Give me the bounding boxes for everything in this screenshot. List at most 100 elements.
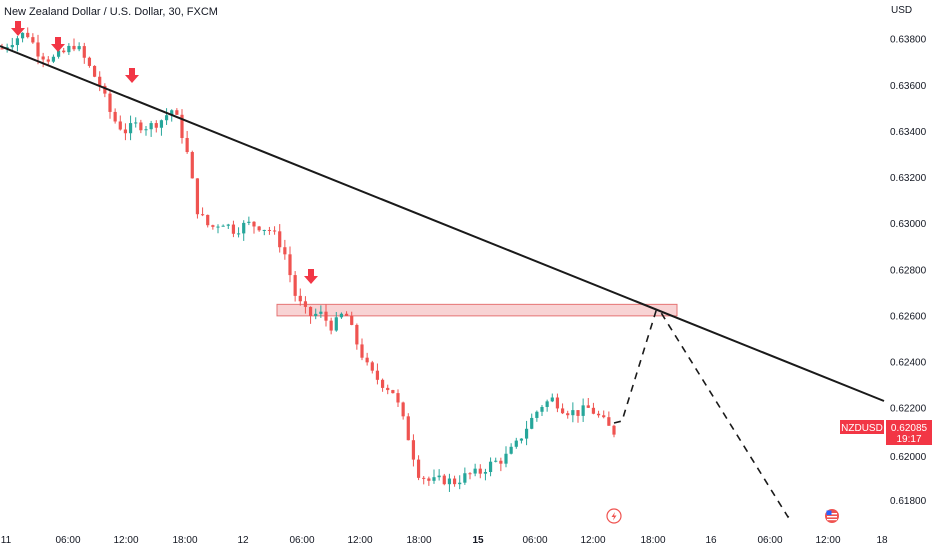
candle-body: [319, 311, 323, 314]
y-tick-label: 0.63000: [890, 219, 927, 230]
price-tag[interactable]: NZDUSD 0.62085 19:17: [840, 420, 932, 445]
candle-body: [566, 413, 570, 416]
candle-body: [103, 85, 107, 94]
candle-body: [118, 121, 122, 130]
candle-body: [380, 379, 385, 388]
chart-title: New Zealand Dollar / U.S. Dollar, 30, FX…: [4, 6, 218, 18]
candle-body: [288, 254, 292, 276]
currency-label: USD: [891, 5, 913, 16]
arrow-down-marker[interactable]: [11, 21, 25, 36]
candle-body: [113, 111, 117, 122]
candle-body: [46, 59, 50, 62]
price-tag-bg: [886, 420, 932, 445]
x-tick-label: 18: [876, 535, 888, 546]
x-tick-label: 06:00: [757, 535, 782, 546]
candle-body: [278, 231, 282, 248]
y-tick-label: 0.61800: [890, 496, 927, 507]
y-tick-label: 0.63800: [890, 35, 927, 46]
resistance-zone[interactable]: [276, 303, 678, 317]
candle-body: [15, 38, 20, 46]
candle-body: [463, 473, 467, 483]
candle-body: [530, 417, 534, 429]
projection-path[interactable]: [613, 310, 792, 519]
candle-body: [231, 224, 236, 234]
lightning-event-icon[interactable]: [606, 508, 622, 524]
candle-body: [252, 221, 256, 227]
candle-body: [216, 226, 220, 228]
candle-body: [67, 45, 71, 53]
candle-body: [334, 317, 338, 331]
arrow-down-marker[interactable]: [125, 68, 139, 83]
candle-body: [370, 362, 374, 371]
candle-body: [134, 122, 138, 124]
candle-body: [98, 76, 102, 86]
y-tick-label: 0.63400: [890, 127, 927, 138]
x-tick-label: 06:00: [522, 535, 547, 546]
candle-body: [576, 410, 580, 416]
candle-body: [180, 114, 184, 138]
candles-layer: [0, 27, 616, 492]
candle-body: [571, 410, 575, 416]
candle-body: [62, 50, 66, 53]
x-tick-label: 18:00: [406, 535, 431, 546]
x-tick-label: 18:00: [172, 535, 197, 546]
arrow-down-marker[interactable]: [51, 37, 65, 52]
last-price-label: 0.62085: [891, 423, 928, 434]
candle-body: [483, 471, 488, 474]
candle-body: [108, 93, 112, 112]
candle-body: [206, 214, 210, 226]
candle-body: [51, 56, 56, 62]
countdown-label: 19:17: [896, 434, 921, 445]
y-tick-label: 0.62200: [890, 404, 927, 415]
candle-body: [591, 407, 596, 414]
candle-body: [452, 478, 457, 485]
candle-body: [82, 46, 86, 58]
candle-body: [344, 313, 349, 316]
candle-body: [257, 226, 261, 231]
x-tick-label: 18:00: [640, 535, 665, 546]
candle-body: [447, 478, 452, 485]
symbol-tag-bg: [840, 420, 884, 434]
trendline-layer: [0, 45, 885, 402]
candle-body: [10, 45, 14, 48]
y-tick-label: 0.62800: [890, 265, 927, 276]
candle-body: [386, 387, 390, 391]
y-axis[interactable]: 0.63800 0.63600 0.63400 0.63200 0.63000 0.628…: [890, 35, 927, 507]
candle-body: [329, 320, 333, 331]
candle-body: [293, 275, 297, 296]
candle-body: [360, 344, 364, 358]
x-tick-label: 06:00: [289, 535, 314, 546]
us-flag-event-icon[interactable]: [825, 509, 839, 523]
candle-body: [41, 56, 45, 60]
projection-layer: [613, 310, 792, 519]
markers-layer: [11, 21, 318, 284]
candle-body: [221, 225, 225, 227]
candle-body: [375, 370, 380, 380]
candle-body: [555, 397, 560, 409]
candle-body: [494, 460, 498, 462]
trendline[interactable]: [0, 45, 885, 402]
candle-body: [31, 37, 35, 43]
candle-body: [272, 230, 277, 232]
y-tick-label: 0.63200: [890, 173, 927, 184]
candle-body: [478, 468, 482, 474]
x-tick-label: 12:00: [580, 535, 605, 546]
candle-body: [0, 48, 4, 50]
x-axis[interactable]: 11 06:00 12:00 18:00 12 06:00 12:00 18:00 15 06:0…: [1, 535, 888, 546]
y-tick-label: 0.62000: [890, 452, 927, 463]
candle-body: [422, 477, 426, 479]
candle-body: [365, 357, 369, 363]
candle-body: [190, 152, 194, 179]
candle-body: [92, 65, 97, 77]
arrow-down-marker[interactable]: [304, 269, 318, 284]
candle-body: [488, 461, 493, 472]
events-layer[interactable]: [606, 508, 839, 524]
x-tick-label: 12:00: [815, 535, 840, 546]
candle-body: [540, 406, 544, 412]
candle-body: [545, 401, 549, 407]
candle-body: [612, 425, 616, 435]
candle-body: [175, 110, 179, 115]
candle-body: [144, 129, 148, 131]
candle-body: [308, 306, 313, 317]
